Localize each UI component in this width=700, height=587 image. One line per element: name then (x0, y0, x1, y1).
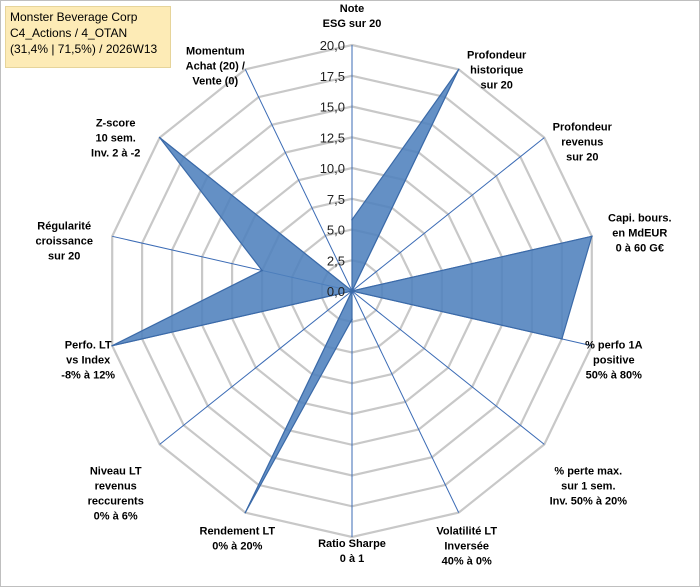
category-label-7: Ratio Sharpe 0 à 1 (318, 538, 386, 565)
category-label-6: Volatilité LT Inversée 40% à 0% (436, 526, 497, 568)
tick-label-7: 17,5 (320, 69, 345, 84)
category-label-10: Perfo. LT vs Index -8% à 12% (61, 340, 115, 382)
company-name: Monster Beverage Corp (10, 10, 138, 24)
tick-label-4: 10,0 (320, 161, 345, 176)
category-label-11: Régularité croissance sur 20 (35, 220, 92, 262)
data-point-8 (244, 511, 247, 514)
axis-spoke-9 (159, 290, 353, 445)
data-point-10 (111, 344, 113, 347)
data-point-4 (561, 338, 563, 340)
tick-label-5: 12,5 (320, 130, 345, 145)
axis-spoke-6 (351, 290, 460, 513)
title-box: Monster Beverage Corp C4_Actions / 4_OTA… (5, 6, 171, 68)
tick-label-1: 2,5 (327, 253, 345, 268)
data-point-1 (457, 68, 460, 71)
data-point-3 (591, 235, 593, 238)
axis-spoke-2 (351, 137, 545, 292)
portfolio-label: C4_Actions / 4_OTAN (10, 26, 128, 40)
category-label-13: Momentum Achat (20) / Vente (0) (186, 45, 245, 87)
score-summary: (31,4% | 71,5%) / 2026W13 (10, 42, 158, 56)
data-point-13 (351, 290, 353, 292)
tick-label-2: 5,0 (327, 223, 345, 238)
category-label-8: Rendement LT 0% à 20% (200, 526, 276, 553)
category-label-3: Capi. bours. en MdEUR 0 à 60 G€ (608, 212, 672, 254)
category-label-1: Profondeur historique sur 20 (467, 49, 527, 91)
data-point-7 (351, 318, 353, 321)
data-point-12 (158, 136, 161, 139)
category-label-5: % perte max. sur 1 sem. Inv. 50% à 20% (550, 465, 628, 507)
data-point-0 (351, 218, 353, 221)
category-label-9: Niveau LT revenus reccurents 0% à 6% (88, 465, 144, 522)
axis-spoke-5 (351, 290, 545, 445)
tick-label-6: 15,0 (320, 100, 345, 115)
category-label-0: Note ESG sur 20 (323, 3, 382, 30)
axis-spoke-13 (244, 69, 353, 292)
data-point-11 (261, 269, 263, 272)
category-label-2: Profondeur revenus sur 20 (553, 122, 613, 164)
tick-label-0: 0,0 (327, 284, 345, 299)
category-label-12: Z-score 10 sem. Inv. 2 à -2 (91, 118, 140, 160)
category-label-4: % perfo 1A positive 50% à 80% (585, 340, 643, 382)
tick-label-8: 20,0 (320, 38, 345, 53)
tick-label-3: 7,5 (327, 192, 345, 207)
